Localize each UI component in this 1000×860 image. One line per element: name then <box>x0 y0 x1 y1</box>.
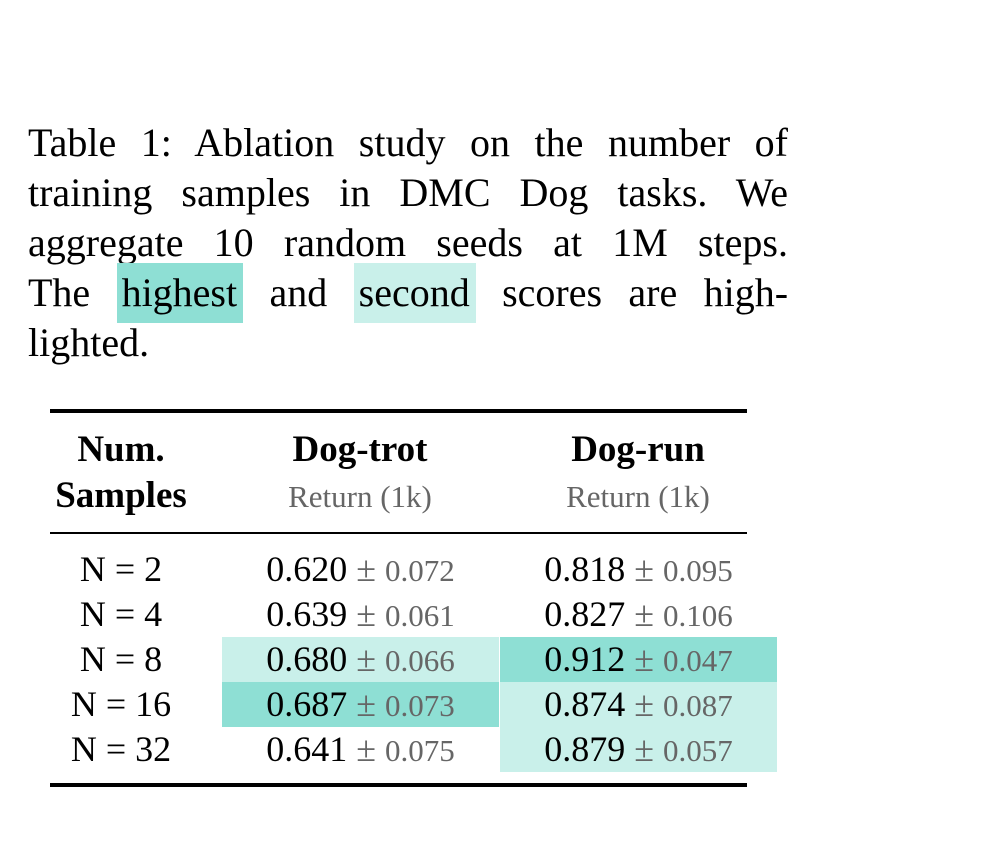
std-value: 0.106 <box>663 598 733 633</box>
row-num-samples: N = 2 <box>79 549 163 589</box>
plus-minus-symbol: ± <box>356 549 376 589</box>
plus-minus-symbol: ± <box>634 549 654 589</box>
mean-value: 0.687 <box>266 684 348 724</box>
mean-value: 0.827 <box>544 594 626 634</box>
plus-minus-symbol: ± <box>356 684 376 724</box>
cell-dog-run: 0.879 ± 0.057 <box>500 727 777 772</box>
std-value: 0.047 <box>663 643 733 678</box>
std-value: 0.095 <box>663 553 733 588</box>
mean-value: 0.639 <box>266 594 348 634</box>
row-num-samples: N = 8 <box>79 639 163 679</box>
caption-word-and: and <box>269 270 328 315</box>
cell-dog-trot: 0.620 ± 0.072 <box>222 547 499 592</box>
table-mid-rule <box>50 532 747 534</box>
plus-minus-symbol: ± <box>634 639 654 679</box>
header-num-line1: Num. <box>77 429 165 470</box>
header-num-samples: Num. Samples <box>40 427 202 519</box>
cell-dog-run: 0.874 ± 0.087 <box>500 682 777 727</box>
std-value: 0.061 <box>385 598 455 633</box>
header-metric-trot: Return (1k) <box>288 479 432 514</box>
mean-value: 0.680 <box>266 639 348 679</box>
std-value: 0.057 <box>663 733 733 768</box>
plus-minus-symbol: ± <box>634 684 654 724</box>
header-dog-run: Dog-run <box>571 429 705 470</box>
std-value: 0.072 <box>385 553 455 588</box>
caption-line-2: training samples in DMC Dog tasks. We <box>28 170 788 215</box>
std-value: 0.087 <box>663 688 733 723</box>
header-metric-run: Return (1k) <box>566 479 710 514</box>
caption-line-5: lighted. <box>28 320 150 365</box>
caption-line-1: Table 1: Ablation study on the number of <box>28 120 788 165</box>
mean-value: 0.912 <box>544 639 626 679</box>
cell-dog-run: 0.912 ± 0.047 <box>500 637 777 682</box>
cell-dog-run: 0.818 ± 0.095 <box>500 547 777 592</box>
plus-minus-symbol: ± <box>634 729 654 769</box>
plus-minus-symbol: ± <box>356 729 376 769</box>
mean-value: 0.879 <box>544 729 626 769</box>
row-num-samples: N = 4 <box>79 594 163 634</box>
cell-dog-run: 0.827 ± 0.106 <box>500 592 777 637</box>
mean-value: 0.620 <box>266 549 348 589</box>
caption-line-4-tail: scores are high- <box>502 270 789 315</box>
std-value: 0.075 <box>385 733 455 768</box>
cell-dog-trot: 0.680 ± 0.066 <box>222 637 499 682</box>
plus-minus-symbol: ± <box>634 594 654 634</box>
row-num-samples: N = 32 <box>70 729 172 769</box>
second-swatch: second <box>353 263 476 323</box>
plus-minus-symbol: ± <box>356 594 376 634</box>
std-value: 0.073 <box>385 688 455 723</box>
row-num-samples: N = 16 <box>70 684 172 724</box>
plus-minus-symbol: ± <box>356 639 376 679</box>
mean-value: 0.818 <box>544 549 626 589</box>
cell-dog-trot: 0.687 ± 0.073 <box>222 682 499 727</box>
std-value: 0.066 <box>385 643 455 678</box>
caption-line-3: aggregate 10 random seeds at 1M steps. <box>28 220 788 265</box>
mean-value: 0.641 <box>266 729 348 769</box>
table-bottom-rule <box>50 783 747 787</box>
caption-word-the: The <box>28 270 91 315</box>
cell-dog-trot: 0.641 ± 0.075 <box>222 727 499 772</box>
mean-value: 0.874 <box>544 684 626 724</box>
header-dog-trot: Dog-trot <box>292 429 428 470</box>
table-caption: Table 1: Ablation study on the number of… <box>28 118 788 368</box>
header-num-line2: Samples <box>55 475 187 516</box>
cell-dog-trot: 0.639 ± 0.061 <box>222 592 499 637</box>
caption-line-4: The highest and second scores are high- <box>28 263 789 323</box>
highest-swatch: highest <box>116 263 244 323</box>
table-top-rule <box>50 409 747 413</box>
